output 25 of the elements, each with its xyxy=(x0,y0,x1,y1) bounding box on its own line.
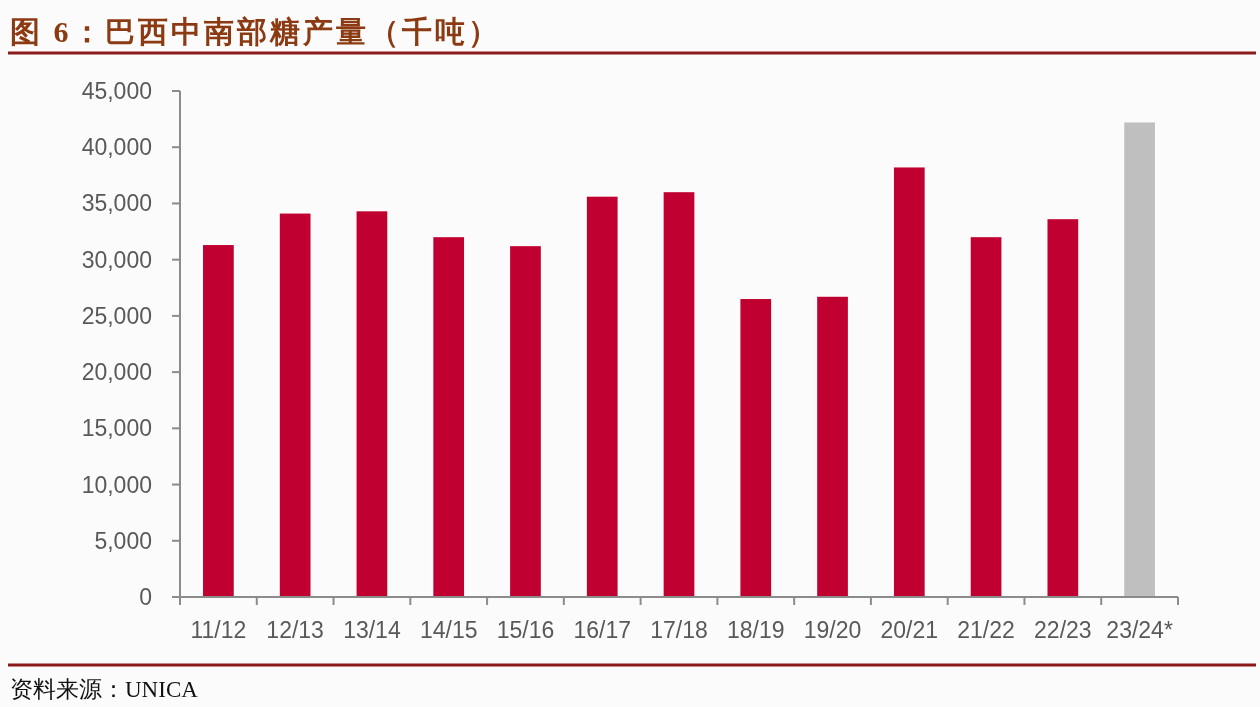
y-tick-label: 10,000 xyxy=(81,471,152,498)
x-tick-label: 21/22 xyxy=(957,617,1015,643)
x-tick-label: 13/14 xyxy=(343,617,401,643)
x-tick-label: 18/19 xyxy=(726,617,785,643)
y-tick-label: 20,000 xyxy=(81,359,152,386)
title: 图 6：巴西中南部糖产量（千吨） xyxy=(10,15,501,48)
x-tick-label: 15/16 xyxy=(496,617,555,643)
y-tick-label: 0 xyxy=(139,584,152,610)
x-tick-label: 23/24* xyxy=(1106,617,1173,643)
x-tick-label: 11/12 xyxy=(190,617,247,643)
x-tick-label: 17/18 xyxy=(650,617,708,643)
y-tick-label: 5,000 xyxy=(94,527,152,554)
x-tick-label: 16/17 xyxy=(573,617,632,643)
y-tick-label: 15,000 xyxy=(81,415,152,442)
annotation: 资料来源：UNICA xyxy=(10,677,198,702)
y-tick-label: 45,000 xyxy=(81,78,152,104)
y-tick-label: 30,000 xyxy=(81,246,152,273)
y-tick-label: 25,000 xyxy=(81,302,152,329)
x-tick-label: 19/20 xyxy=(803,617,862,643)
x-tick-label: 20/21 xyxy=(880,617,939,643)
x-tick-label: 14/15 xyxy=(419,617,478,643)
x-tick-label: 22/23 xyxy=(1034,617,1092,643)
y-tick-label: 40,000 xyxy=(81,134,152,161)
x-tick-label: 12/13 xyxy=(266,617,324,643)
y-tick-label: 35,000 xyxy=(81,190,152,217)
